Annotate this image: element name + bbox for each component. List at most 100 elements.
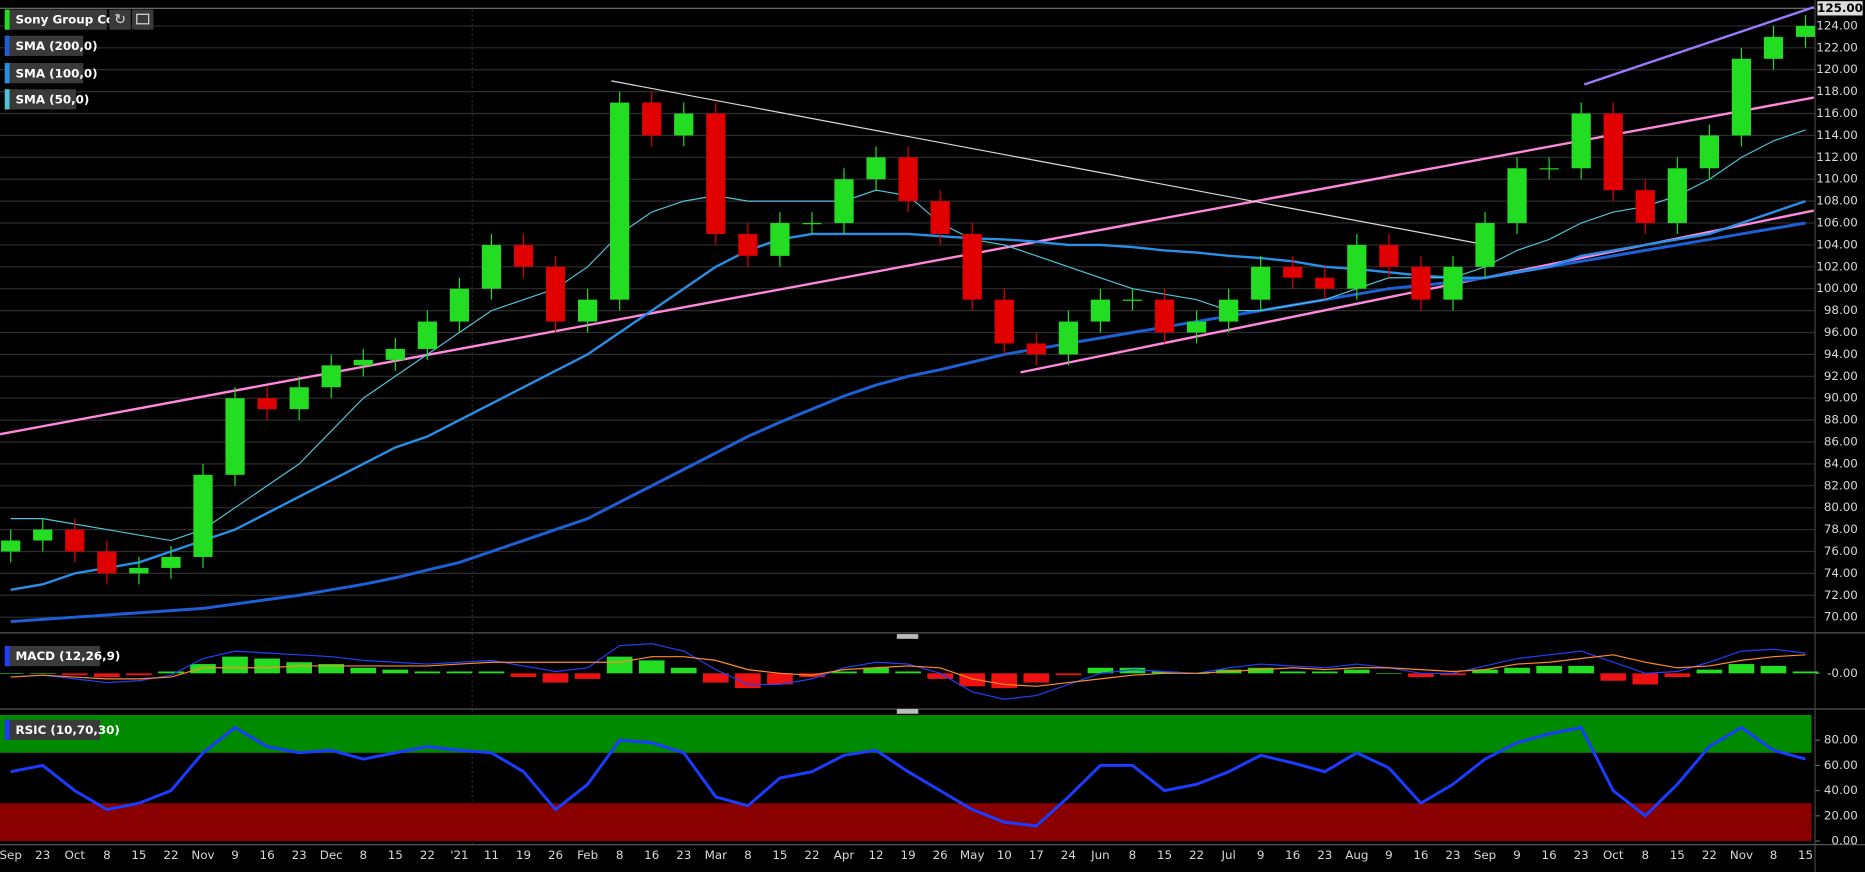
y-tick-label: 20.00 — [1824, 808, 1858, 822]
candle-body — [481, 244, 502, 289]
x-tick-label: 26 — [933, 848, 948, 862]
candle-body — [1507, 168, 1527, 224]
candle-body — [545, 266, 566, 322]
settings-button[interactable] — [132, 9, 154, 30]
trend-line[interactable] — [0, 96, 1815, 436]
y-tick-label: 40.00 — [1824, 783, 1858, 797]
pane-handle[interactable] — [896, 709, 919, 714]
histogram-bar — [927, 673, 953, 679]
x-tick-label: 8 — [744, 848, 752, 862]
x-tick-label: 9 — [1513, 848, 1521, 862]
histogram-bar — [1696, 669, 1723, 674]
line — [10, 643, 1806, 700]
y-tick-label: -0.00 — [1827, 666, 1858, 680]
y-tick-label: 72.00 — [1824, 588, 1858, 602]
y-tick-label: 114.00 — [1816, 128, 1858, 142]
x-tick-label: 22 — [163, 848, 178, 862]
y-tick-label: 92.00 — [1824, 369, 1858, 383]
candle-body — [1219, 299, 1239, 322]
legend-swatch — [4, 719, 10, 740]
histogram-bar — [29, 673, 56, 674]
trend-line[interactable] — [611, 80, 1481, 245]
legend-box[interactable] — [4, 719, 100, 740]
candle-body — [577, 299, 598, 322]
candle-body — [738, 233, 758, 256]
candle-body — [1763, 36, 1784, 59]
histogram-bar — [1344, 669, 1370, 674]
legend-label: SMA (200,0) — [15, 39, 97, 53]
pane-handle[interactable] — [896, 634, 919, 639]
x-tick-label: 16 — [1413, 848, 1428, 862]
histogram-bar — [158, 671, 184, 674]
candle-body — [449, 288, 470, 322]
y-tick-label: 90.00 — [1824, 391, 1858, 405]
candle-body — [1026, 343, 1046, 355]
trend-line[interactable] — [1583, 6, 1815, 86]
candle-body — [513, 244, 534, 267]
y-tick-label: 100.00 — [1816, 281, 1858, 295]
x-tick-label: Aug — [1345, 848, 1368, 862]
chart-title: Sony Group Corp — [15, 13, 128, 27]
candle-body — [161, 556, 181, 568]
histogram-bar — [1440, 673, 1466, 676]
candle-body — [706, 113, 726, 234]
y-tick-label: 122.00 — [1816, 40, 1858, 54]
x-tick-label: 19 — [516, 848, 531, 862]
x-tick-label: 9 — [1257, 848, 1265, 862]
legend-box[interactable] — [4, 645, 100, 667]
x-tick-label: 8 — [616, 848, 624, 862]
legend-box[interactable] — [4, 89, 77, 110]
candle-body — [930, 201, 950, 234]
histogram-bar — [1728, 664, 1755, 674]
x-tick-label: 23 — [1574, 848, 1589, 862]
histogram-bar — [1472, 669, 1498, 674]
histogram-bar — [1087, 667, 1114, 674]
y-tick-label: 86.00 — [1824, 434, 1858, 448]
refresh-button[interactable] — [109, 9, 131, 30]
candle-body — [225, 398, 245, 475]
legend-swatch — [4, 645, 10, 667]
legend-box[interactable] — [4, 9, 108, 30]
rsi-band — [0, 803, 1812, 842]
legend-box[interactable] — [4, 35, 84, 56]
x-tick-label: 23 — [35, 848, 50, 862]
candle-body — [1379, 244, 1399, 267]
y-tick-label: 116.00 — [1816, 106, 1858, 120]
candle-body — [1443, 266, 1463, 300]
histogram-bar — [1632, 673, 1659, 685]
candle-body — [1731, 58, 1752, 136]
x-tick-label: 15 — [1670, 848, 1685, 862]
x-tick-label: 22 — [804, 848, 819, 862]
x-tick-label: Sep — [0, 848, 22, 862]
candle-body — [1795, 25, 1816, 37]
legend-label: SMA (50,0) — [15, 92, 89, 106]
histogram-bar — [94, 673, 120, 678]
candle-body — [1058, 321, 1078, 355]
y-tick-label: 124.00 — [1816, 18, 1858, 32]
y-tick-label: 98.00 — [1824, 303, 1858, 317]
legend-label: SMA (100,0) — [15, 66, 97, 80]
candle-body — [129, 567, 149, 574]
histogram-bar — [1504, 667, 1530, 674]
x-tick-label: 22 — [1189, 848, 1204, 862]
candle-body — [1635, 190, 1655, 224]
legend-swatch — [4, 35, 10, 56]
legend-box[interactable] — [4, 63, 84, 84]
y-tick-label: 74.00 — [1824, 566, 1858, 580]
x-tick-label: 15 — [388, 848, 403, 862]
rsi-title: RSIC (10,70,30) — [15, 723, 119, 737]
y-tick-label: 118.00 — [1816, 84, 1858, 98]
x-tick-label: Sep — [1474, 848, 1496, 862]
candle-body — [1539, 168, 1559, 170]
candle-body — [1571, 113, 1591, 169]
x-tick-label: 23 — [1445, 848, 1460, 862]
x-tick-label: 23 — [676, 848, 691, 862]
x-tick-label: Feb — [577, 848, 598, 862]
x-tick-label: 9 — [1385, 848, 1393, 862]
x-tick-label: 11 — [484, 848, 499, 862]
x-tick-label: 8 — [103, 848, 111, 862]
x-tick-label: 23 — [1317, 848, 1332, 862]
x-tick-label: 19 — [901, 848, 916, 862]
